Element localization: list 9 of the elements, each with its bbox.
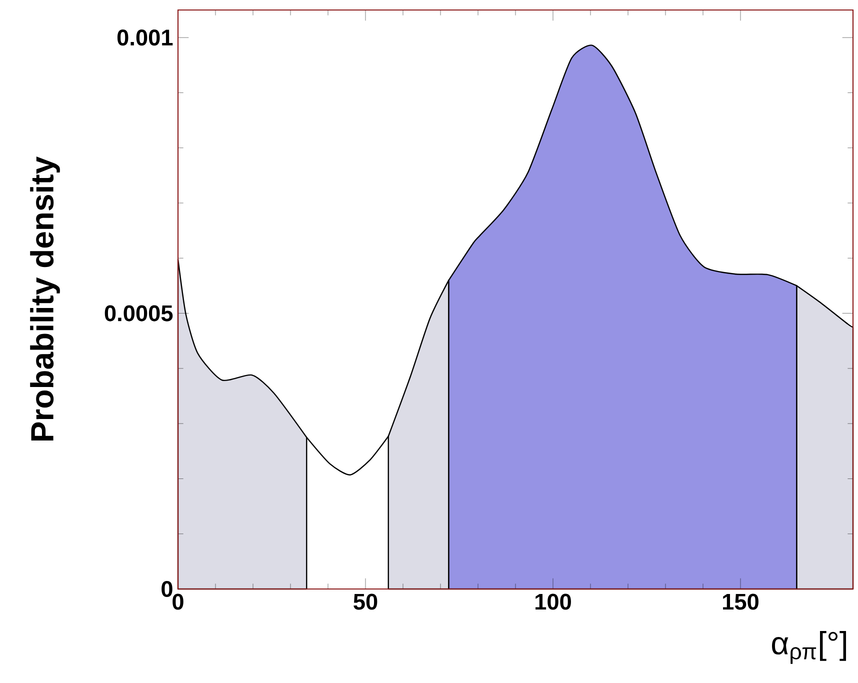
y-tick-label: 0.001 bbox=[117, 30, 173, 46]
x-tick-label: 0 bbox=[172, 594, 184, 610]
y-axis-title: Probability density bbox=[30, 156, 60, 441]
y-tick-label: 0 bbox=[162, 580, 172, 598]
x-tick-label: 150 bbox=[723, 594, 758, 610]
x-tick-label: 100 bbox=[536, 594, 571, 610]
y-tick-label: 0.0005 bbox=[104, 305, 173, 322]
x-tick-label: 50 bbox=[354, 594, 378, 610]
x-axis-title: α$_{ρπ}$[°] bbox=[772, 631, 846, 664]
